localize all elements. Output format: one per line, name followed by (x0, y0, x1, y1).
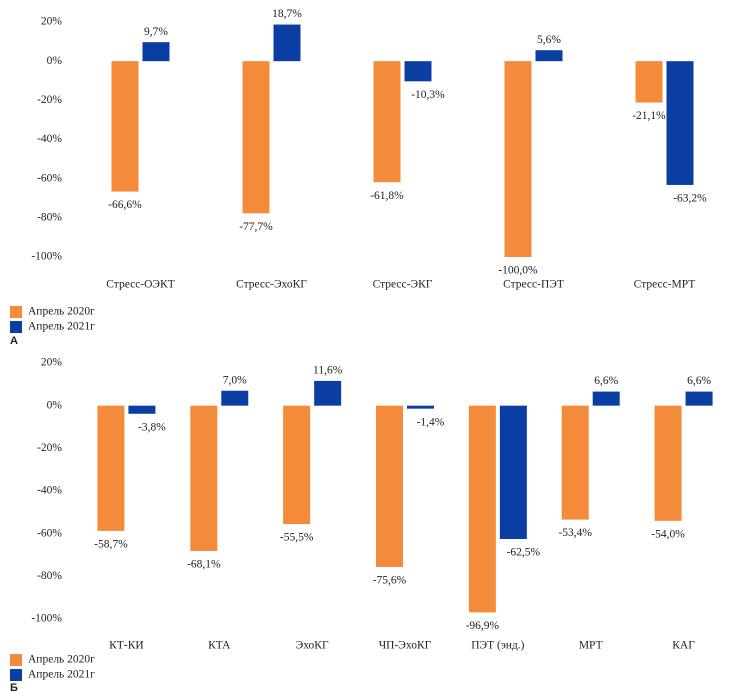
bar (685, 391, 713, 406)
value-label: 9,7% (144, 26, 168, 38)
y-tick-label: -60% (37, 527, 62, 539)
bar (407, 405, 434, 409)
legend-label: Апрель 2020г (28, 306, 95, 318)
value-label: -75,6% (373, 575, 407, 587)
value-label: -55,5% (280, 532, 314, 544)
x-tick-label: Стресс-ОЭКТ (106, 279, 174, 291)
x-tick-label: КАГ (672, 640, 695, 652)
value-label: -21,1% (632, 110, 666, 122)
legend-label: Апрель 2021г (28, 321, 95, 333)
x-tick-label: Стресс-ЭКГ (373, 279, 433, 291)
y-tick-label: -20% (37, 94, 62, 106)
value-label: -3,8% (138, 421, 166, 433)
y-tick-label: -40% (37, 485, 62, 497)
bar (654, 405, 682, 521)
x-tick-label: ЭхоКГ (296, 640, 329, 652)
y-tick-label: -40% (37, 133, 62, 145)
bar (221, 390, 249, 406)
y-tick-label: -100% (31, 613, 62, 625)
bar (468, 405, 496, 613)
bar (283, 405, 311, 525)
panel-label: Б (10, 682, 18, 693)
value-label: -53,4% (558, 527, 592, 539)
x-tick-label: КТ-КИ (109, 640, 144, 652)
value-label: -10,3% (411, 89, 445, 101)
value-label: -58,7% (94, 539, 128, 551)
bar (635, 61, 663, 103)
y-tick-label: 0% (47, 399, 63, 411)
y-tick-label: -60% (37, 172, 62, 184)
x-tick-label: КТА (208, 640, 231, 652)
bar (97, 405, 125, 531)
value-label: -100,0% (498, 265, 538, 277)
bar (535, 50, 563, 62)
bar (504, 61, 532, 257)
value-label: 5,6% (537, 34, 561, 46)
y-tick-label: -80% (37, 211, 62, 223)
value-label: -66,6% (108, 199, 142, 211)
y-tick-label: 20% (41, 16, 63, 28)
bar (128, 405, 156, 414)
value-label: -1,4% (417, 416, 445, 428)
bar (373, 61, 401, 183)
value-label: -68,1% (187, 559, 221, 571)
value-label: -61,8% (370, 190, 404, 202)
panel-label: А (10, 335, 18, 347)
y-tick-label: -80% (37, 570, 62, 582)
value-label: 6,6% (594, 375, 618, 387)
bar (190, 405, 218, 551)
value-label: -62,5% (507, 547, 541, 559)
x-tick-label: МРТ (579, 640, 603, 652)
value-label: 7,0% (223, 374, 247, 386)
bar (499, 405, 527, 539)
legend-swatch (10, 321, 22, 333)
bar (404, 61, 432, 82)
y-tick-label: 0% (47, 55, 63, 67)
legend-swatch (10, 306, 22, 318)
x-tick-label: Стресс-ЭхоКГ (236, 279, 307, 291)
bar (111, 61, 139, 192)
value-label: -96,9% (466, 620, 500, 632)
y-tick-label: -100% (31, 251, 62, 263)
bar (242, 61, 270, 214)
bar (592, 391, 620, 406)
legend-swatch (10, 669, 22, 681)
x-tick-label: ПЭТ (энд.) (471, 640, 524, 652)
x-tick-label: Стресс-ПЭТ (503, 279, 564, 291)
value-label: 18,7% (272, 8, 302, 20)
value-label: -63,2% (673, 193, 707, 205)
x-tick-label: Стресс-МРТ (634, 279, 696, 291)
value-label: 6,6% (687, 375, 711, 387)
y-tick-label: -20% (37, 442, 62, 454)
bar (376, 405, 403, 567)
bar (273, 24, 301, 62)
y-tick-label: 20% (41, 357, 63, 369)
value-label: 11,6% (313, 365, 343, 377)
value-label: -54,0% (651, 529, 685, 541)
legend-label: Апрель 2020г (28, 654, 95, 666)
bar (314, 380, 342, 406)
value-label: -77,7% (239, 221, 273, 233)
legend-swatch (10, 654, 22, 666)
bar (666, 61, 694, 185)
bar (142, 42, 170, 62)
x-tick-label: ЧП-ЭхоКГ (379, 640, 432, 652)
legend-label: Апрель 2021г (28, 669, 95, 681)
bar (561, 405, 589, 520)
